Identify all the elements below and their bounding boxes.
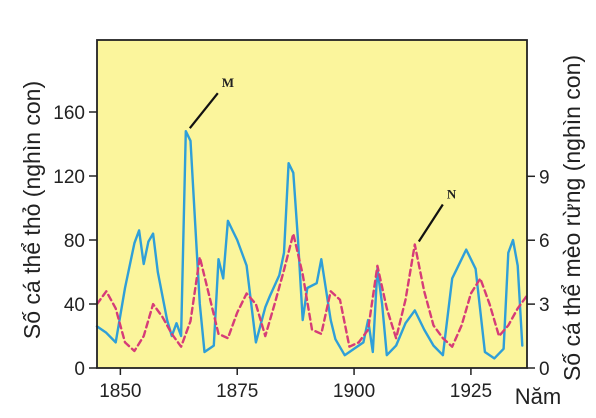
x-tick-label: 1875	[216, 381, 258, 402]
y-left-tick-label: 40	[64, 295, 85, 316]
y-right-tick-label: 3	[539, 295, 550, 316]
x-axis-label: Năm	[515, 384, 561, 409]
y-right-tick-label: 6	[539, 231, 550, 252]
plot-frame	[96, 39, 528, 369]
y-right-axis-label: Số cá thể mèo rừng (nghìn con)	[559, 55, 585, 381]
chart-marks: 1850 1875 1900 1925 0 40 80 120 160 0 3 6 9 M N	[53, 75, 549, 402]
y-right-tick-label: 9	[539, 167, 550, 188]
y-left-tick-label: 80	[64, 231, 85, 252]
annotation-label: N	[447, 186, 457, 201]
plot-area	[97, 40, 527, 368]
y-right-tick-label: 0	[539, 359, 550, 380]
annotation-pointer	[188, 92, 219, 129]
x-tick-label: 1925	[450, 381, 492, 402]
y-left-axis-label: Số cá thể thỏ (nghìn con)	[19, 81, 45, 339]
x-tick-label: 1850	[99, 381, 141, 402]
x-tick-label: 1900	[333, 381, 375, 402]
y-left-tick-label: 160	[53, 103, 85, 124]
annotation-label: M	[222, 75, 234, 90]
annotation-pointer	[417, 203, 444, 243]
series-line-cat	[95, 232, 529, 353]
y-left-tick-label: 120	[53, 167, 85, 188]
y-left-tick-label: 0	[74, 359, 85, 380]
